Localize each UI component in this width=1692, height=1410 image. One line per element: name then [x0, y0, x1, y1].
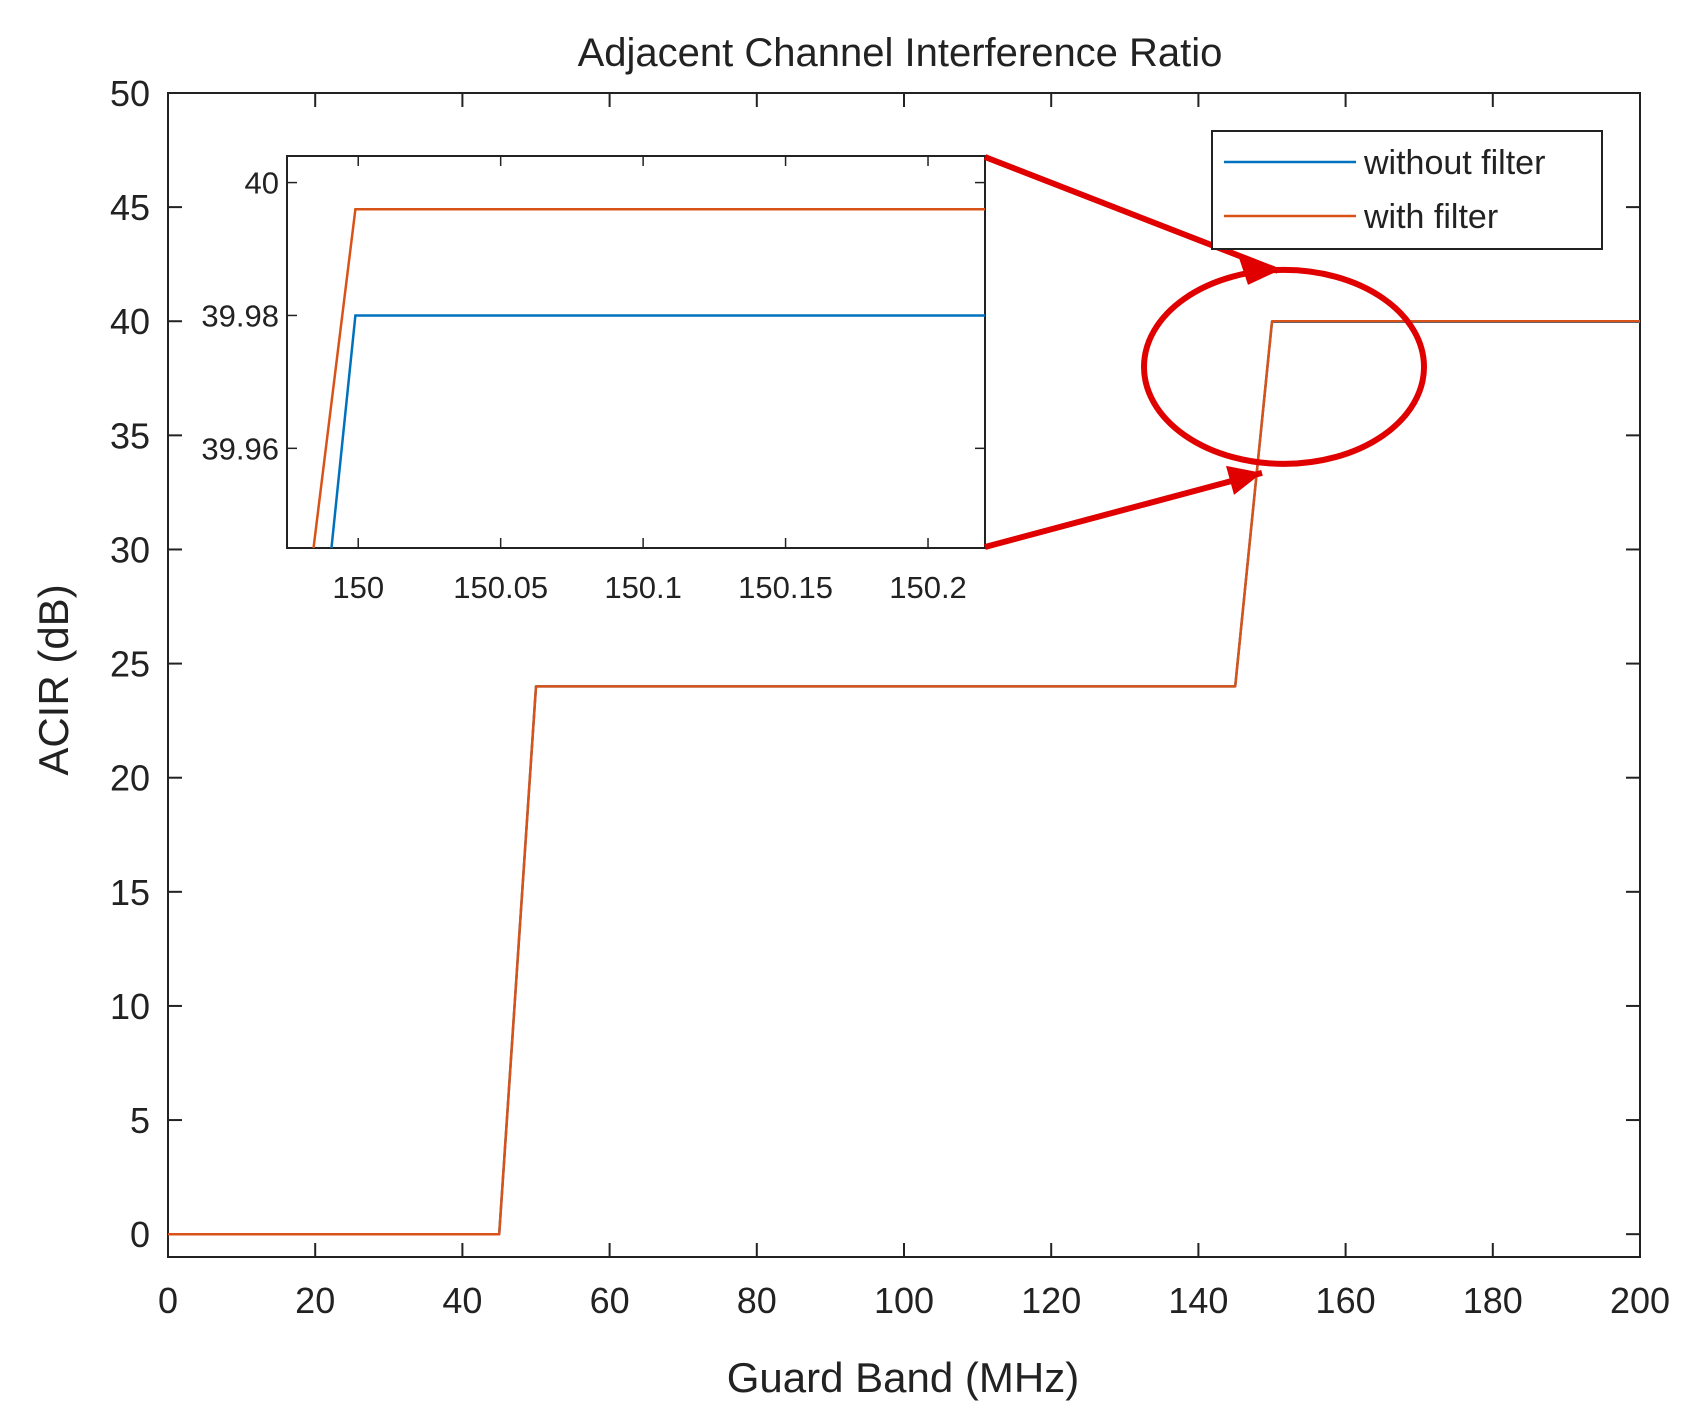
x-tick-label: 180: [1463, 1280, 1523, 1321]
x-tick-label: 160: [1316, 1280, 1376, 1321]
inset-x-tick-label: 150.2: [889, 570, 967, 605]
y-tick-label: 15: [110, 872, 150, 913]
inset-axes-box: [286, 155, 986, 549]
x-tick-label: 100: [874, 1280, 934, 1321]
x-tick-label: 120: [1021, 1280, 1081, 1321]
inset-y-tick-label: 40: [245, 166, 279, 201]
y-tick-label: 35: [110, 415, 150, 456]
x-tick-label: 60: [590, 1280, 630, 1321]
y-tick-label: 40: [110, 301, 150, 342]
x-tick-label: 20: [295, 1280, 335, 1321]
y-tick-label: 25: [110, 644, 150, 685]
inset-x-tick-label: 150.1: [604, 570, 682, 605]
inset-series-line-with-filter: [312, 207, 985, 548]
legend-entry-with-filter: with filter: [1363, 198, 1498, 236]
chart-title: Adjacent Channel Interference Ratio: [578, 31, 1223, 75]
x-tick-label: 0: [158, 1280, 178, 1321]
inset-series-line-without-filter: [330, 314, 985, 548]
x-tick-label: 140: [1168, 1280, 1228, 1321]
inset-x-tick-label: 150: [332, 570, 384, 605]
legend-entry-without-filter: without filter: [1363, 144, 1545, 182]
y-tick-label: 5: [130, 1100, 150, 1141]
zoom-arrowhead-bottom: [1226, 465, 1262, 495]
x-axis-label: Guard Band (MHz): [727, 1354, 1079, 1401]
legend: without filter with filter: [1211, 130, 1603, 250]
x-tick-label: 40: [442, 1280, 482, 1321]
zoom-connector-bottom: [984, 469, 1263, 550]
legend-box: [1211, 130, 1603, 250]
y-axis-label: ACIR (dB): [30, 584, 77, 775]
zoom-ellipse: [1141, 266, 1427, 467]
zoom-connector-top: [983, 154, 1280, 274]
inset-x-tick-label: 150.15: [738, 570, 833, 605]
main-plot-area: 0 20 40 60 80 100 120 140 160 180 200 0 5 10 15 20 25 30 3…: [110, 73, 1670, 1321]
inset-y-tick-label: 39.96: [201, 431, 279, 466]
inset-x-tick-label: 150.05: [453, 570, 548, 605]
zoom-arrowhead-top: [1238, 254, 1278, 285]
y-tick-label: 10: [110, 986, 150, 1027]
y-tick-label: 50: [110, 73, 150, 114]
y-tick-label: 45: [110, 187, 150, 228]
series-line-with-filter: [168, 320, 1640, 1236]
x-tick-label: 200: [1610, 1280, 1670, 1321]
y-tick-label: 20: [110, 758, 150, 799]
x-tick-label: 80: [737, 1280, 777, 1321]
inset-zoom-plot: 150 150.05 150.1 150.15 150.2 39.96 39.98 40: [201, 155, 986, 605]
y-tick-label: 0: [130, 1214, 150, 1255]
zoom-annotation: [983, 154, 1427, 550]
y-tick-label: 30: [110, 529, 150, 570]
inset-y-tick-label: 39.98: [201, 298, 279, 333]
